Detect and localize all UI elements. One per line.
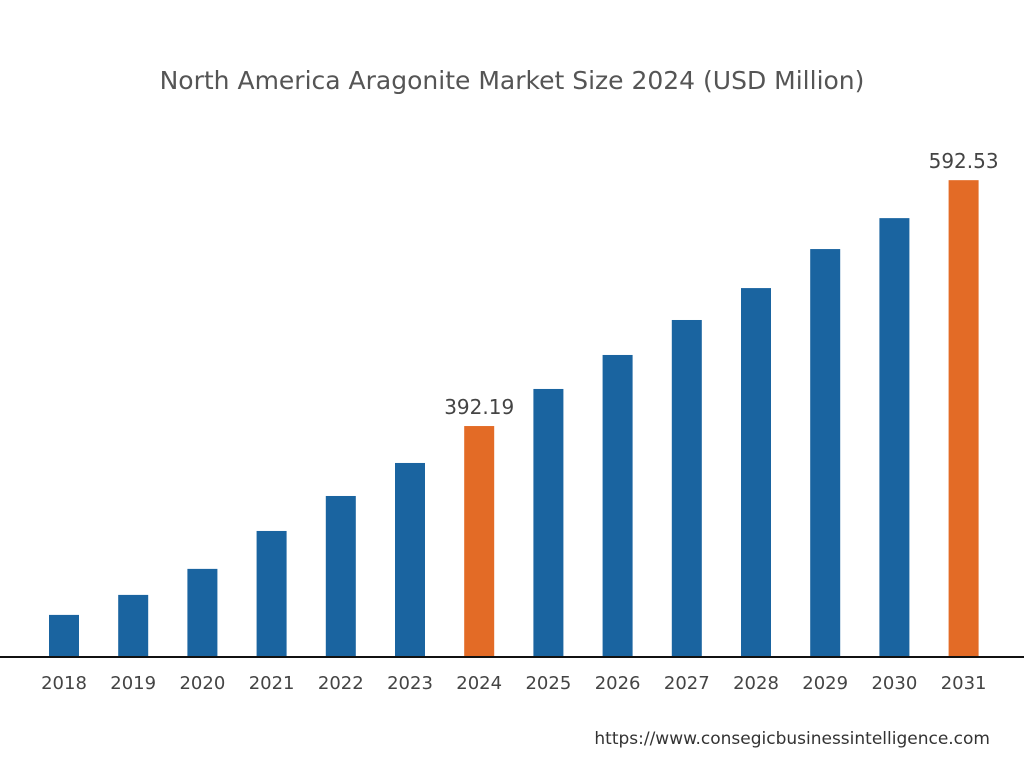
bar-2024 bbox=[464, 426, 495, 657]
bar-2021 bbox=[256, 530, 287, 657]
x-tick-label: 2021 bbox=[249, 673, 295, 694]
bar-2026 bbox=[602, 354, 633, 657]
x-tick-label: 2027 bbox=[664, 673, 710, 694]
bar-2028 bbox=[741, 288, 771, 657]
bar-2030 bbox=[879, 218, 910, 658]
bar-2018 bbox=[49, 614, 79, 657]
bar-2031 bbox=[948, 180, 979, 657]
chart-title: North America Aragonite Market Size 2024… bbox=[159, 66, 865, 95]
bar-2019 bbox=[118, 594, 149, 657]
bar-2027 bbox=[671, 319, 702, 657]
bar-2025 bbox=[533, 388, 564, 657]
data-label: 592.53 bbox=[929, 149, 999, 173]
x-tick-label: 2030 bbox=[871, 673, 917, 694]
x-tick-label: 2025 bbox=[525, 673, 571, 694]
bar-2022 bbox=[325, 495, 356, 657]
bar-2020 bbox=[187, 568, 218, 657]
x-tick-label: 2024 bbox=[456, 673, 502, 694]
bar-2029 bbox=[810, 249, 841, 657]
x-tick-label: 2026 bbox=[595, 673, 641, 694]
data-label: 392.19 bbox=[444, 395, 514, 419]
x-tick-label: 2028 bbox=[733, 673, 779, 694]
x-tick-label: 2020 bbox=[179, 673, 225, 694]
x-tick-label: 2018 bbox=[41, 673, 87, 694]
x-tick-label: 2029 bbox=[802, 673, 848, 694]
x-tick-label: 2019 bbox=[110, 673, 156, 694]
source-url: https://www.consegicbusinessintelligence… bbox=[594, 729, 990, 749]
x-tick-label: 2031 bbox=[941, 673, 987, 694]
x-tick-label: 2023 bbox=[387, 673, 433, 694]
bar-2023 bbox=[395, 462, 425, 657]
x-tick-label: 2022 bbox=[318, 673, 364, 694]
